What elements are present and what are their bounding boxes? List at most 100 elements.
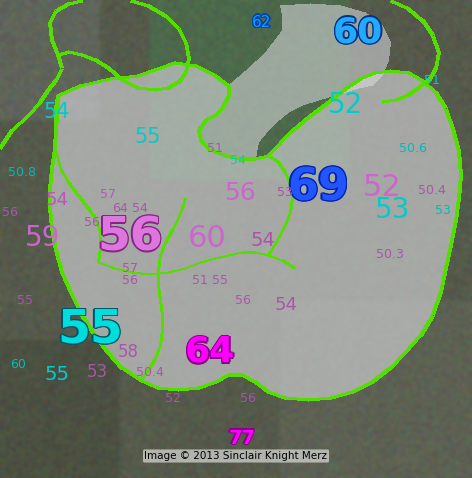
Text: 52: 52: [165, 391, 181, 404]
Text: 56: 56: [96, 215, 162, 260]
Text: 60: 60: [334, 15, 385, 49]
Text: 64: 64: [184, 336, 234, 370]
Text: 64: 64: [186, 336, 236, 370]
Text: 64: 64: [184, 335, 234, 369]
Text: 69: 69: [287, 165, 349, 208]
Text: 55: 55: [56, 308, 122, 354]
Text: 64: 64: [185, 335, 235, 369]
Text: 52: 52: [362, 174, 401, 203]
Text: 56: 56: [97, 217, 163, 262]
Text: 69: 69: [288, 165, 350, 208]
Text: 62: 62: [253, 13, 272, 28]
Text: 55: 55: [212, 273, 228, 286]
Text: 60: 60: [333, 13, 383, 47]
Text: 52: 52: [328, 91, 362, 119]
Text: 62: 62: [253, 14, 272, 30]
Text: 56: 56: [2, 206, 18, 218]
Text: 55: 55: [135, 127, 161, 147]
Text: 55: 55: [44, 366, 69, 384]
Text: 54: 54: [44, 102, 70, 122]
Text: 62: 62: [251, 15, 270, 31]
Text: 77: 77: [228, 430, 254, 448]
Text: 77: 77: [228, 427, 255, 446]
Text: 55: 55: [57, 309, 123, 354]
Text: 53: 53: [277, 186, 293, 199]
Text: 56: 56: [96, 217, 162, 261]
Text: 56: 56: [97, 216, 163, 261]
Text: 62: 62: [251, 14, 270, 30]
Text: 53: 53: [86, 363, 108, 381]
Text: 60: 60: [10, 358, 26, 371]
Text: 60: 60: [334, 14, 384, 48]
Text: 56: 56: [96, 216, 161, 261]
Text: 55: 55: [57, 307, 123, 352]
Text: 60: 60: [332, 16, 382, 50]
Text: 59: 59: [25, 224, 61, 252]
Text: 55: 55: [57, 306, 123, 351]
Text: 54: 54: [275, 296, 297, 314]
Text: 77: 77: [227, 428, 254, 447]
Text: 62: 62: [251, 13, 270, 29]
Text: 56: 56: [97, 214, 163, 259]
Text: 77: 77: [228, 427, 254, 446]
Text: 57: 57: [100, 188, 116, 202]
Text: 50.3: 50.3: [376, 249, 404, 261]
Text: 55: 55: [56, 307, 121, 352]
Text: 64: 64: [186, 334, 236, 368]
Text: 56: 56: [98, 217, 164, 261]
Text: 50.4: 50.4: [136, 366, 164, 379]
Text: 60: 60: [331, 15, 382, 49]
Text: 77: 77: [229, 430, 256, 448]
Text: Image © 2013 Sinclair Knight Merz: Image © 2013 Sinclair Knight Merz: [144, 451, 328, 461]
Text: 56: 56: [98, 215, 164, 260]
Text: 54: 54: [45, 191, 68, 209]
Text: 77: 77: [229, 427, 256, 446]
Text: 56: 56: [99, 216, 164, 261]
Text: 62: 62: [253, 16, 272, 31]
Text: 69: 69: [286, 167, 348, 210]
Text: 69: 69: [288, 166, 350, 209]
Text: 56: 56: [240, 391, 256, 404]
Text: 60: 60: [334, 16, 384, 50]
Text: 62: 62: [254, 14, 273, 30]
Text: 77: 77: [230, 428, 257, 447]
Text: 51: 51: [207, 141, 223, 154]
Text: 56: 56: [122, 273, 138, 286]
Text: 60: 60: [188, 224, 227, 252]
Text: 54: 54: [132, 202, 148, 215]
Text: 54: 54: [251, 230, 276, 250]
Text: 55: 55: [58, 308, 124, 354]
Text: 50.4: 50.4: [418, 184, 446, 196]
Text: 69: 69: [286, 166, 347, 209]
Text: 62: 62: [253, 15, 273, 31]
Text: 69: 69: [287, 168, 349, 211]
Text: 55: 55: [17, 293, 33, 306]
Text: 60: 60: [332, 14, 382, 48]
Text: 56: 56: [235, 293, 251, 306]
Text: 56: 56: [224, 181, 256, 205]
Text: 50.8: 50.8: [8, 165, 36, 178]
Text: 77: 77: [228, 428, 255, 447]
Text: 55: 55: [59, 307, 125, 352]
Text: 53: 53: [375, 196, 411, 224]
Text: 51: 51: [192, 273, 208, 286]
Text: 51: 51: [424, 74, 440, 87]
Text: 64: 64: [185, 337, 235, 370]
Text: 69: 69: [286, 165, 348, 208]
Text: 60: 60: [333, 15, 383, 49]
Text: 62: 62: [253, 13, 273, 29]
Text: 69: 69: [288, 167, 350, 210]
Text: 60: 60: [333, 17, 383, 51]
Text: 56: 56: [84, 216, 100, 228]
Text: 50.6: 50.6: [399, 141, 427, 154]
Text: 64: 64: [184, 334, 234, 368]
Text: 57: 57: [122, 261, 138, 274]
Text: 64: 64: [185, 334, 235, 368]
Text: 58: 58: [118, 343, 138, 361]
Text: 77: 77: [228, 430, 255, 449]
Text: 53: 53: [435, 204, 451, 217]
Text: 55: 55: [58, 306, 124, 351]
Text: 54: 54: [230, 153, 246, 166]
Text: 64: 64: [186, 335, 236, 369]
Text: 55: 55: [56, 306, 122, 351]
